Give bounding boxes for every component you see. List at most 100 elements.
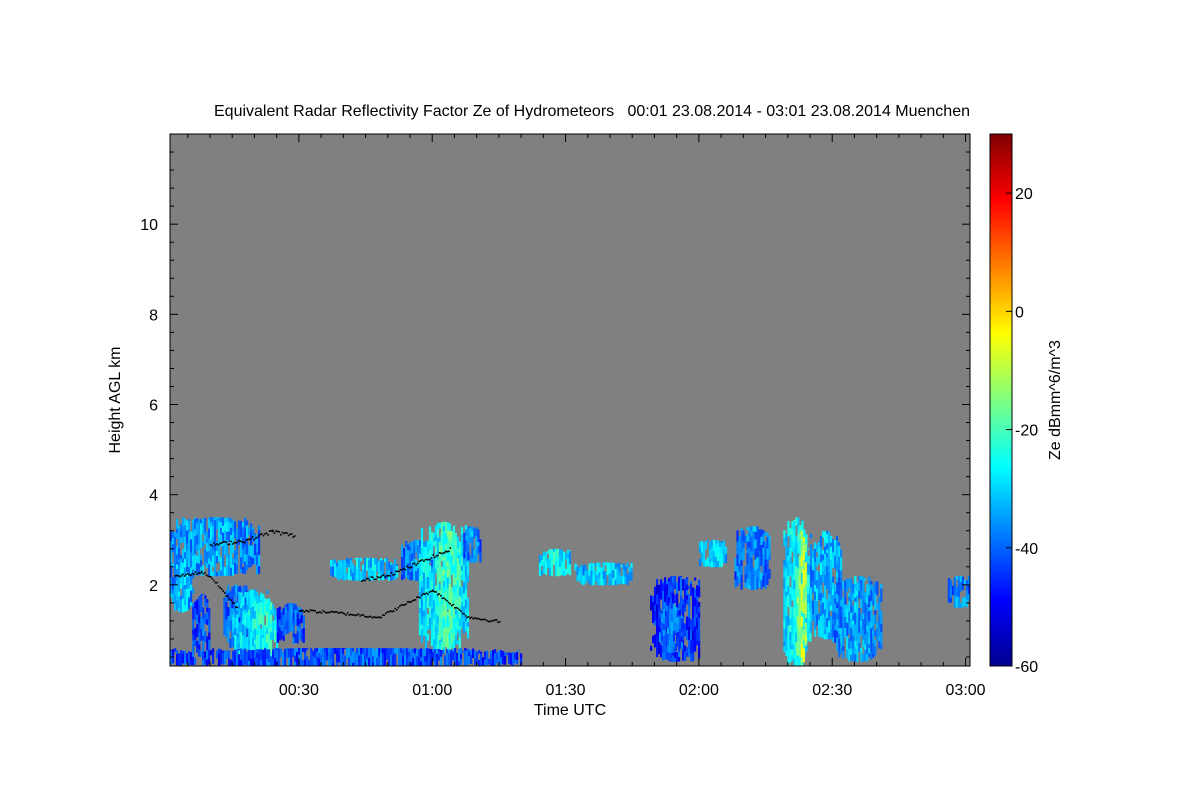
- cloud-base-point: [182, 573, 184, 576]
- cloud-base-point: [383, 614, 386, 617]
- cloud-base-point: [370, 615, 372, 618]
- cloud-base-point: [216, 581, 218, 584]
- cloud-base-point: [449, 602, 451, 605]
- cloud-base-point: [268, 530, 271, 532]
- cloud-base-point: [234, 606, 237, 608]
- cloud-base-point: [233, 541, 235, 544]
- cloud-base-point: [435, 555, 438, 557]
- cloud-base-point: [286, 532, 288, 534]
- cloud-base-point: [410, 601, 412, 604]
- cloud-base-point: [261, 533, 263, 535]
- cloud-base-point: [239, 540, 242, 542]
- cloud-base-point: [486, 620, 489, 622]
- cloud-base-point: [245, 539, 248, 541]
- cloud-base-point: [463, 613, 465, 615]
- cloud-base-point: [328, 611, 331, 614]
- cloud-base-point: [413, 562, 416, 565]
- cloud-base-point: [402, 604, 404, 606]
- cloud-base-point: [343, 613, 346, 615]
- cloud-base-point: [460, 610, 462, 612]
- cloud-base-point: [478, 618, 481, 620]
- cloud-base-point: [356, 614, 358, 616]
- cloud-base-point: [360, 614, 363, 616]
- cloud-base-point: [457, 607, 459, 610]
- cloud-base-point: [308, 610, 310, 613]
- echo-region: [192, 593, 211, 653]
- cloud-base-point: [193, 573, 195, 576]
- cloud-base-point: [190, 574, 192, 576]
- cloud-base-point: [417, 596, 420, 598]
- cloud-base-point: [316, 611, 318, 614]
- colorbar-tick-label: 0: [1015, 304, 1024, 321]
- cloud-base-point: [179, 575, 181, 578]
- colorbar-tick-label: -20: [1015, 423, 1038, 440]
- cloud-base-point: [320, 612, 323, 614]
- cloud-base-point: [386, 575, 388, 577]
- cloud-base-point: [353, 614, 355, 616]
- cloud-base-point: [428, 591, 431, 593]
- cloud-base-point: [429, 558, 431, 561]
- cloud-base-point: [424, 558, 427, 561]
- cloud-base-point: [433, 590, 436, 593]
- cloud-base-point: [186, 572, 189, 575]
- cloud-base-point: [374, 616, 377, 619]
- cloud-base-point: [401, 569, 403, 571]
- cloud-base-point: [287, 534, 290, 537]
- cloud-base-point: [306, 610, 309, 612]
- cloud-base-point: [398, 570, 400, 573]
- cloud-base-point: [303, 611, 306, 613]
- cloud-base-point: [454, 607, 456, 609]
- cloud-base-point: [450, 604, 453, 607]
- cloud-base-point: [210, 543, 212, 546]
- y-tick-label: 10: [140, 217, 158, 234]
- cloud-base-point: [217, 544, 220, 546]
- cloud-base-point: [364, 615, 366, 618]
- cloud-base-point: [444, 598, 447, 601]
- cloud-base-point: [488, 620, 490, 623]
- cloud-base-point: [418, 560, 421, 563]
- cloud-base-point: [272, 529, 274, 532]
- cloud-base-point: [427, 558, 430, 561]
- cloud-base-point: [340, 611, 343, 614]
- cloud-base-point: [446, 599, 448, 602]
- cloud-base-point: [289, 533, 291, 536]
- cloud-base-point: [176, 574, 178, 577]
- cloud-base-point: [436, 593, 439, 596]
- cloud-base-point: [228, 543, 231, 546]
- cloud-base-point: [177, 575, 180, 577]
- cloud-base-point: [213, 542, 215, 544]
- cloud-base-point: [273, 532, 276, 534]
- cloud-base-point: [382, 574, 385, 576]
- cloud-base-point: [322, 609, 324, 612]
- cloud-base-point: [283, 532, 285, 535]
- cloud-base-point: [370, 576, 373, 578]
- y-tick-label: 2: [149, 578, 158, 595]
- cloud-base-point: [254, 537, 257, 539]
- cloud-base-point: [334, 611, 337, 613]
- echo-region: [330, 557, 399, 581]
- y-axis-label: Height AGL km: [107, 346, 124, 453]
- cloud-base-point: [494, 619, 496, 621]
- echo-region: [170, 647, 523, 666]
- cloud-base-point: [495, 619, 498, 621]
- colorbar-tick-label: -60: [1015, 659, 1038, 676]
- cloud-base-point: [402, 567, 405, 570]
- cloud-base-point: [227, 543, 229, 546]
- cloud-base-point: [258, 535, 260, 537]
- cloud-base-point: [357, 613, 360, 615]
- cloud-base-point: [248, 538, 251, 541]
- cloud-base-point: [183, 575, 186, 577]
- cloud-base-point: [458, 608, 461, 611]
- cloud-base-point: [409, 567, 411, 569]
- cloud-base-point: [406, 601, 409, 603]
- cloud-base-point: [373, 578, 376, 581]
- cloud-base-point: [440, 594, 442, 597]
- cloud-base-point: [276, 530, 279, 533]
- cloud-base-point: [244, 541, 246, 544]
- cloud-base-point: [219, 587, 221, 589]
- cloud-base-point: [331, 610, 334, 613]
- cloud-base-point: [225, 595, 228, 597]
- cloud-base-point: [431, 589, 434, 592]
- cloud-base-point: [492, 619, 495, 622]
- cloud-base-point: [412, 562, 414, 565]
